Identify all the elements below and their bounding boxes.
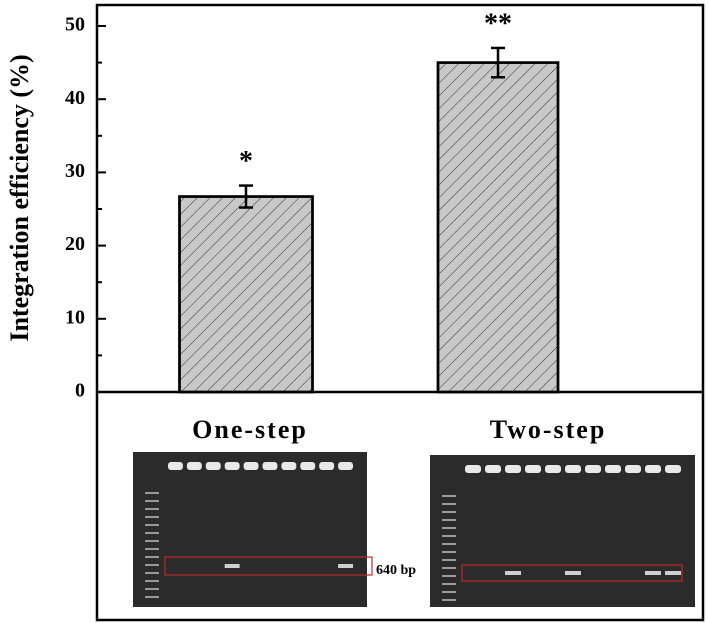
y-tick-label: 30 bbox=[65, 160, 85, 182]
ladder-band bbox=[442, 511, 456, 513]
frame bbox=[95, 3, 705, 622]
ladder-band bbox=[145, 492, 159, 494]
ladder-band bbox=[442, 591, 456, 593]
bar-hatch bbox=[178, 195, 314, 394]
ladder-band bbox=[442, 575, 456, 577]
bar-hatch bbox=[436, 61, 560, 394]
ladder-band bbox=[145, 508, 159, 510]
well bbox=[585, 465, 601, 473]
gel-images bbox=[133, 452, 695, 607]
ladder-band bbox=[442, 599, 456, 601]
ladder-band bbox=[145, 588, 159, 590]
ladder-band bbox=[145, 596, 159, 598]
ladder-band bbox=[442, 559, 456, 561]
well bbox=[338, 462, 353, 470]
dna-band bbox=[665, 571, 681, 575]
well bbox=[186, 462, 202, 470]
dna-band bbox=[565, 571, 581, 575]
category-label: Two-step bbox=[490, 415, 607, 444]
well bbox=[485, 465, 501, 473]
ladder-band bbox=[442, 543, 456, 545]
well bbox=[505, 465, 521, 473]
ladder-band bbox=[442, 527, 456, 529]
well bbox=[665, 465, 681, 473]
ladder-band bbox=[145, 540, 159, 542]
ladder-band bbox=[442, 519, 456, 521]
ladder-band bbox=[442, 583, 456, 585]
well bbox=[645, 465, 661, 473]
dna-band bbox=[505, 571, 521, 575]
dna-band bbox=[645, 571, 661, 575]
y-tick-label: 20 bbox=[65, 233, 85, 255]
significance-mark: ** bbox=[484, 8, 512, 39]
y-tick-label: 0 bbox=[75, 380, 85, 402]
well bbox=[565, 465, 581, 473]
y-tick-label: 50 bbox=[65, 14, 85, 36]
ladder-band bbox=[442, 535, 456, 537]
ladder-band bbox=[145, 500, 159, 502]
ladder-band bbox=[442, 551, 456, 553]
ladder-band bbox=[145, 516, 159, 518]
dna-band bbox=[338, 564, 353, 568]
gel bbox=[430, 455, 695, 607]
well bbox=[525, 465, 541, 473]
well bbox=[281, 462, 297, 470]
well bbox=[243, 462, 259, 470]
well bbox=[605, 465, 621, 473]
y-tick-label: 10 bbox=[65, 306, 85, 328]
ladder-band bbox=[145, 532, 159, 534]
ladder-band bbox=[145, 524, 159, 526]
well bbox=[545, 465, 561, 473]
well bbox=[625, 465, 641, 473]
significance-mark: * bbox=[239, 146, 253, 177]
ladder-band bbox=[442, 503, 456, 505]
ladder-band bbox=[145, 580, 159, 582]
well bbox=[262, 462, 278, 470]
ladder-band bbox=[145, 556, 159, 558]
well bbox=[205, 462, 221, 470]
highlight-box bbox=[164, 556, 373, 576]
well bbox=[300, 462, 316, 470]
y-axis-label: Integration efficiency (%) bbox=[5, 54, 34, 341]
category-label: One-step bbox=[192, 415, 308, 444]
ladder-band bbox=[145, 564, 159, 566]
dna-band bbox=[224, 564, 240, 568]
ladder-band bbox=[145, 548, 159, 550]
y-tick-label: 40 bbox=[65, 87, 85, 109]
well bbox=[224, 462, 240, 470]
ladder-band bbox=[145, 572, 159, 574]
well bbox=[319, 462, 335, 470]
well bbox=[168, 462, 183, 470]
gel bbox=[133, 452, 367, 607]
ladder-band bbox=[442, 495, 456, 497]
well bbox=[465, 465, 481, 473]
highlight-box bbox=[461, 564, 683, 582]
ladder-band bbox=[442, 567, 456, 569]
gel-band-label: 640 bp bbox=[376, 563, 416, 578]
